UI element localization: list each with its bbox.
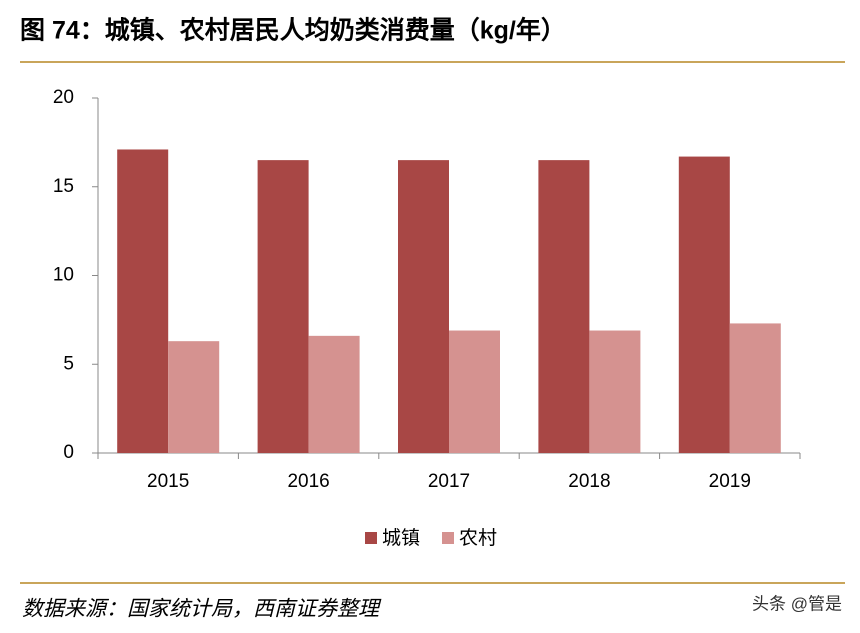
x-tick-label: 2019 (709, 471, 751, 492)
watermark: 头条 @管是 (752, 594, 842, 613)
bar (449, 330, 500, 453)
bar (398, 160, 449, 453)
bar (678, 156, 730, 453)
legend-swatch (365, 532, 377, 544)
bar (589, 330, 641, 453)
legend-label: 城镇 (382, 527, 420, 549)
bar (117, 149, 169, 453)
y-tick-label: 5 (63, 353, 74, 374)
x-tick-label: 2016 (287, 471, 329, 492)
chart-title: 图 74：城镇、农村居民人均奶类消费量（kg/年） (20, 16, 566, 45)
bar (168, 341, 220, 453)
x-tick-label: 2018 (568, 471, 610, 492)
source-note: 数据来源：国家统计局，西南证券整理 (22, 598, 382, 621)
bar (308, 335, 360, 453)
legend-label: 农村 (459, 527, 497, 549)
x-tick-label: 2017 (428, 471, 470, 492)
bar (729, 323, 781, 453)
y-tick-label: 20 (53, 87, 74, 108)
x-tick-label: 2015 (147, 471, 189, 492)
y-tick-label: 15 (53, 176, 74, 197)
y-tick-label: 0 (63, 442, 74, 463)
y-tick-label: 10 (53, 265, 74, 286)
legend-swatch (442, 532, 454, 544)
bar (538, 160, 590, 453)
bar (257, 160, 309, 453)
